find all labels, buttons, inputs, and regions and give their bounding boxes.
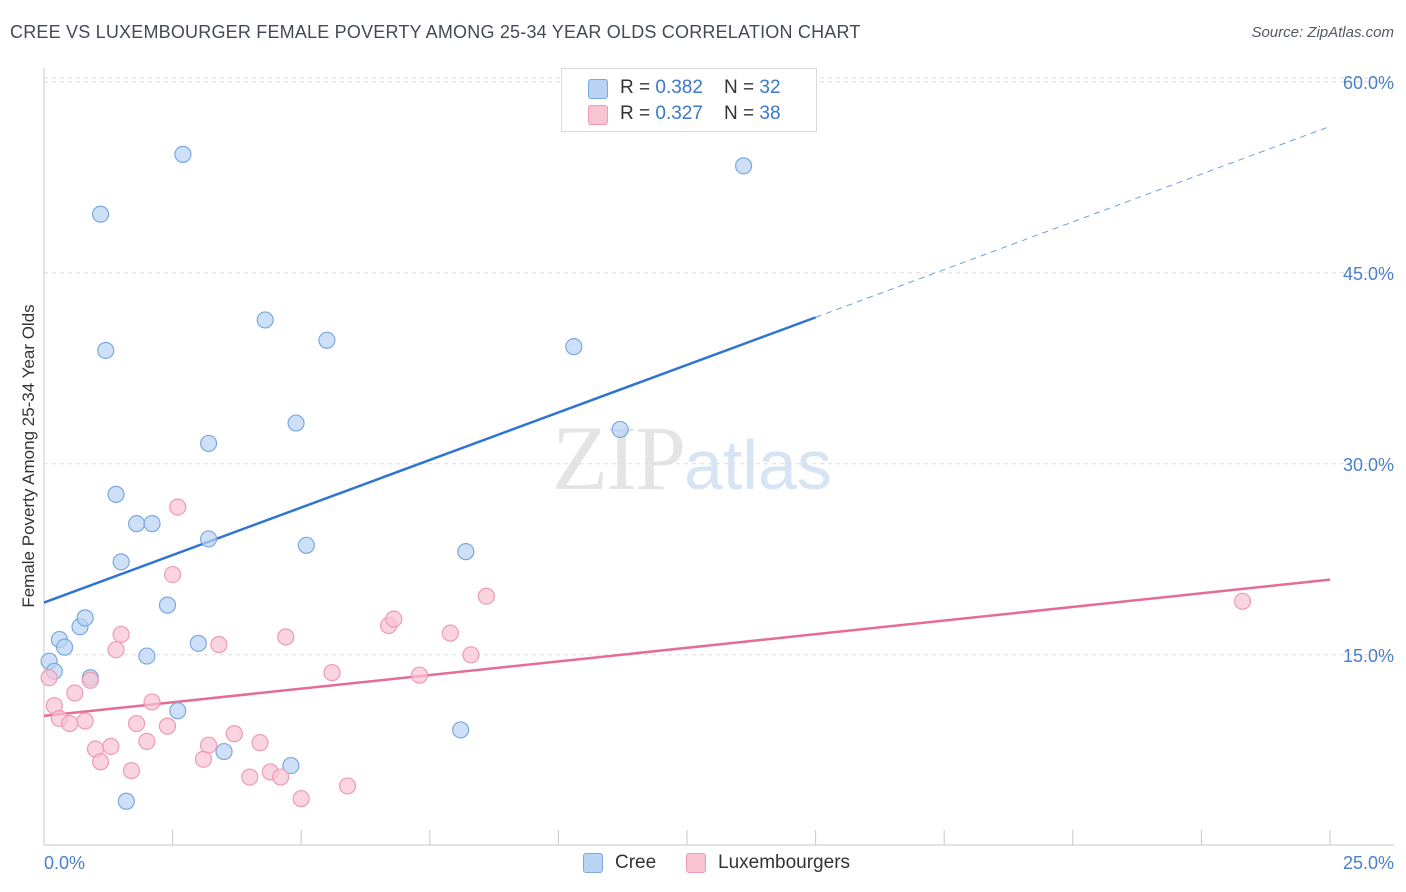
lux-point: [122, 762, 141, 780]
lux-point: [66, 684, 84, 702]
lux-point: [169, 498, 187, 516]
lux-point: [277, 628, 295, 646]
lux-point: [323, 664, 341, 682]
legend: R = 0.382 N = 32 R = 0.327 N = 38: [561, 68, 817, 132]
cree-point: [297, 536, 315, 554]
lux-point: [292, 790, 310, 808]
cree-point: [97, 341, 115, 360]
legend-n-value: 32: [759, 77, 781, 98]
grid-lines: [44, 77, 1394, 656]
lux-point: [138, 732, 156, 750]
cree-point: [117, 792, 135, 810]
lux-point: [143, 693, 161, 711]
legend-r-value: 0.327: [655, 103, 703, 124]
lux-point: [441, 624, 459, 642]
cree-point: [282, 756, 300, 775]
cree-point: [215, 742, 233, 761]
lux-point: [210, 636, 228, 654]
cree-point: [565, 338, 583, 356]
legend-n-label: N =: [724, 103, 760, 124]
lux-point: [61, 714, 79, 733]
lux-point: [91, 753, 110, 771]
legend-swatch-cree: [588, 79, 608, 99]
lux-point: [127, 714, 146, 733]
cree-point: [138, 647, 156, 665]
lux-point: [81, 671, 99, 689]
cree-point: [143, 515, 161, 533]
cree-point: [256, 311, 274, 329]
source-label: Source: ZipAtlas.com: [1251, 24, 1394, 41]
cree-point: [91, 205, 110, 223]
y-tick-label: 15.0%: [1343, 646, 1394, 666]
lux-point: [272, 768, 290, 786]
legend-r-label: R =: [620, 103, 656, 124]
cree-point: [107, 485, 125, 503]
y-tick-label: 45.0%: [1343, 264, 1394, 284]
legend-r-label: R =: [620, 77, 656, 98]
lux-point: [241, 768, 259, 786]
cree-trend-extension: [815, 125, 1331, 318]
chart-title: CREE VS LUXEMBOURGER FEMALE POVERTY AMON…: [10, 22, 861, 42]
cree-point: [318, 331, 336, 349]
x-tick-label: 25.0%: [1343, 853, 1394, 873]
data-points: [40, 145, 1252, 810]
cree-point: [55, 638, 74, 656]
axes: [43, 68, 1394, 846]
lux-point: [477, 587, 495, 605]
lux-point: [1233, 592, 1252, 610]
legend-n-value: 38: [759, 103, 781, 124]
cree-point: [174, 145, 192, 163]
lux-point: [410, 666, 429, 684]
lux-point: [251, 734, 269, 752]
legend-n-label: N =: [724, 77, 760, 98]
lux-point: [40, 669, 58, 687]
lux-point: [102, 737, 120, 756]
cree-point: [127, 515, 146, 533]
cree-point: [452, 721, 470, 739]
legend-text-lux: R = 0.327 N = 38: [620, 103, 781, 125]
axis-labels: 15.0% 30.0% 45.0% 60.0% 0.0% 25.0% Female Pove…: [19, 73, 1394, 873]
bottom-legend-swatch-lux: [686, 853, 706, 873]
y-axis-title: Female Poverty Among 25-34 Year Olds: [19, 304, 38, 607]
lux-point: [76, 712, 94, 730]
legend-r-value: 0.382: [655, 77, 703, 98]
lux-point: [200, 736, 218, 754]
legend-swatch-lux: [588, 105, 608, 125]
lux-point: [112, 625, 130, 644]
lux-point: [158, 717, 177, 735]
lux-point: [462, 646, 480, 664]
lux-point: [164, 565, 182, 584]
y-tick-label: 30.0%: [1343, 455, 1394, 475]
cree-point: [112, 553, 130, 571]
lux-trend-line: [43, 578, 1331, 718]
cree-point: [189, 634, 207, 652]
cree-point: [200, 530, 218, 548]
watermark-atlas: atlas: [684, 426, 832, 504]
cree-point: [76, 609, 94, 627]
lux-point: [338, 777, 357, 795]
lux-point: [385, 610, 403, 628]
cree-point: [611, 420, 629, 439]
bottom-legend-swatch-cree: [583, 853, 603, 873]
x-tick-label: 0.0%: [44, 853, 85, 873]
cree-point: [158, 596, 177, 614]
cree-point: [457, 543, 475, 561]
trend-lines: [43, 125, 1331, 718]
bottom-legend-label-cree: Cree: [615, 852, 657, 873]
cree-trend-line: [43, 316, 817, 604]
cree-point: [200, 434, 218, 453]
cree-point: [287, 414, 305, 432]
y-tick-label: 60.0%: [1343, 73, 1394, 93]
bottom-legend-label-lux: Luxembourgers: [718, 852, 851, 873]
cree-point: [734, 157, 753, 175]
lux-point: [225, 725, 243, 743]
legend-text-cree: R = 0.382 N = 32: [620, 77, 781, 99]
cree-point: [169, 702, 187, 720]
lux-point: [107, 641, 125, 659]
